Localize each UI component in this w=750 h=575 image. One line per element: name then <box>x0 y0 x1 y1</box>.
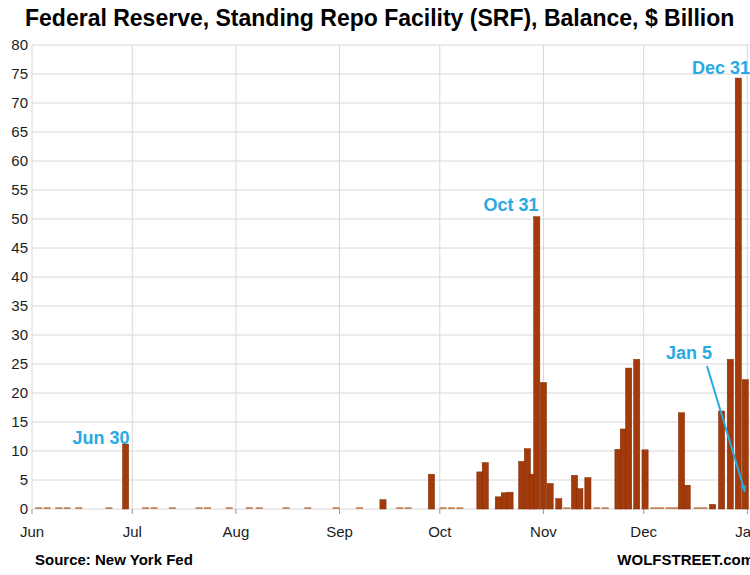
data-bar <box>672 507 679 509</box>
y-axis-label: 20 <box>11 384 28 401</box>
source-note: Source: New York Fed <box>35 551 193 568</box>
data-bar <box>519 461 525 509</box>
y-axis-label: 75 <box>11 65 28 82</box>
data-bar <box>204 507 211 509</box>
data-bar <box>356 507 363 509</box>
data-bar <box>585 478 591 509</box>
data-bar <box>577 489 583 509</box>
data-bar <box>634 359 640 509</box>
y-axis-label: 50 <box>11 210 28 227</box>
data-bar <box>642 450 648 509</box>
y-axis-label: 15 <box>11 413 28 430</box>
x-axis-label: Aug <box>223 523 250 540</box>
data-bar <box>142 507 149 509</box>
y-axis-label: 65 <box>11 123 28 140</box>
data-bar <box>440 507 447 509</box>
x-axis-label: Jun <box>20 523 44 540</box>
y-axis-label: 25 <box>11 355 28 372</box>
data-bar <box>55 507 62 509</box>
data-bar <box>105 507 112 509</box>
y-axis-label: 0 <box>20 500 28 517</box>
data-bar <box>665 507 672 509</box>
x-axis-label: Dec <box>630 523 657 540</box>
data-bar <box>501 493 507 509</box>
data-bar <box>540 383 546 509</box>
y-axis-label: 5 <box>20 471 28 488</box>
data-bar <box>75 507 82 509</box>
annotation-label: Oct 31 <box>483 195 538 215</box>
annotation-label: Dec 31 <box>692 58 750 78</box>
data-bar <box>563 507 570 509</box>
x-axis-label: Jan <box>735 523 750 540</box>
brand-note: WOLFSTREET.com <box>617 551 750 568</box>
data-bar <box>547 483 553 509</box>
data-bar <box>456 507 463 509</box>
x-axis-label: Jul <box>123 523 142 540</box>
y-axis-label: 80 <box>11 36 28 53</box>
data-bar <box>626 368 632 509</box>
data-bar <box>482 463 488 509</box>
data-bar <box>304 507 311 509</box>
data-bar <box>196 507 203 509</box>
y-axis-label: 60 <box>11 152 28 169</box>
data-bar <box>678 413 684 509</box>
data-bar <box>534 217 540 509</box>
y-axis-label: 45 <box>11 239 28 256</box>
data-bar <box>64 507 71 509</box>
data-bar <box>226 507 233 509</box>
data-bar <box>333 507 340 509</box>
data-bar <box>428 474 434 509</box>
data-bar <box>405 507 412 509</box>
data-bar <box>396 507 403 509</box>
data-bar <box>657 507 664 509</box>
y-axis-label: 70 <box>11 94 28 111</box>
y-axis-label: 10 <box>11 442 28 459</box>
data-bar <box>256 507 263 509</box>
data-bar <box>718 411 724 509</box>
annotation-label: Jan 5 <box>666 343 712 363</box>
data-bar <box>448 507 455 509</box>
data-bar <box>694 507 701 509</box>
data-bar <box>380 500 386 509</box>
y-axis-label: 30 <box>11 326 28 343</box>
data-bar <box>709 504 715 509</box>
data-bar <box>700 507 707 509</box>
data-bar <box>593 507 600 509</box>
y-axis-label: 35 <box>11 297 28 314</box>
y-axis-label: 55 <box>11 181 28 198</box>
data-bar <box>735 78 741 509</box>
data-bar <box>44 507 51 509</box>
data-bar <box>507 492 513 509</box>
data-bar <box>602 507 609 509</box>
data-bar <box>556 499 562 509</box>
x-axis-label: Sep <box>326 523 353 540</box>
srf-chart-page: Federal Reserve, Standing Repo Facility … <box>0 0 750 575</box>
data-bar <box>122 444 128 509</box>
data-bar <box>495 497 501 509</box>
data-bar <box>246 507 253 509</box>
data-bar <box>650 507 657 509</box>
y-axis-label: 40 <box>11 268 28 285</box>
data-bar <box>169 507 176 509</box>
srf-bar-chart: 0 5 10 15 20 25 30 35 40 45 50 55 60 65 70 75 80 Jun Jul Au… <box>0 0 750 575</box>
x-axis-label: Nov <box>530 523 557 540</box>
x-axis-label: Oct <box>428 523 452 540</box>
annotation-label: Jun 30 <box>72 428 129 448</box>
data-bar <box>283 507 290 509</box>
data-bar <box>684 485 690 509</box>
data-bar <box>35 507 42 509</box>
data-bar <box>151 507 158 509</box>
